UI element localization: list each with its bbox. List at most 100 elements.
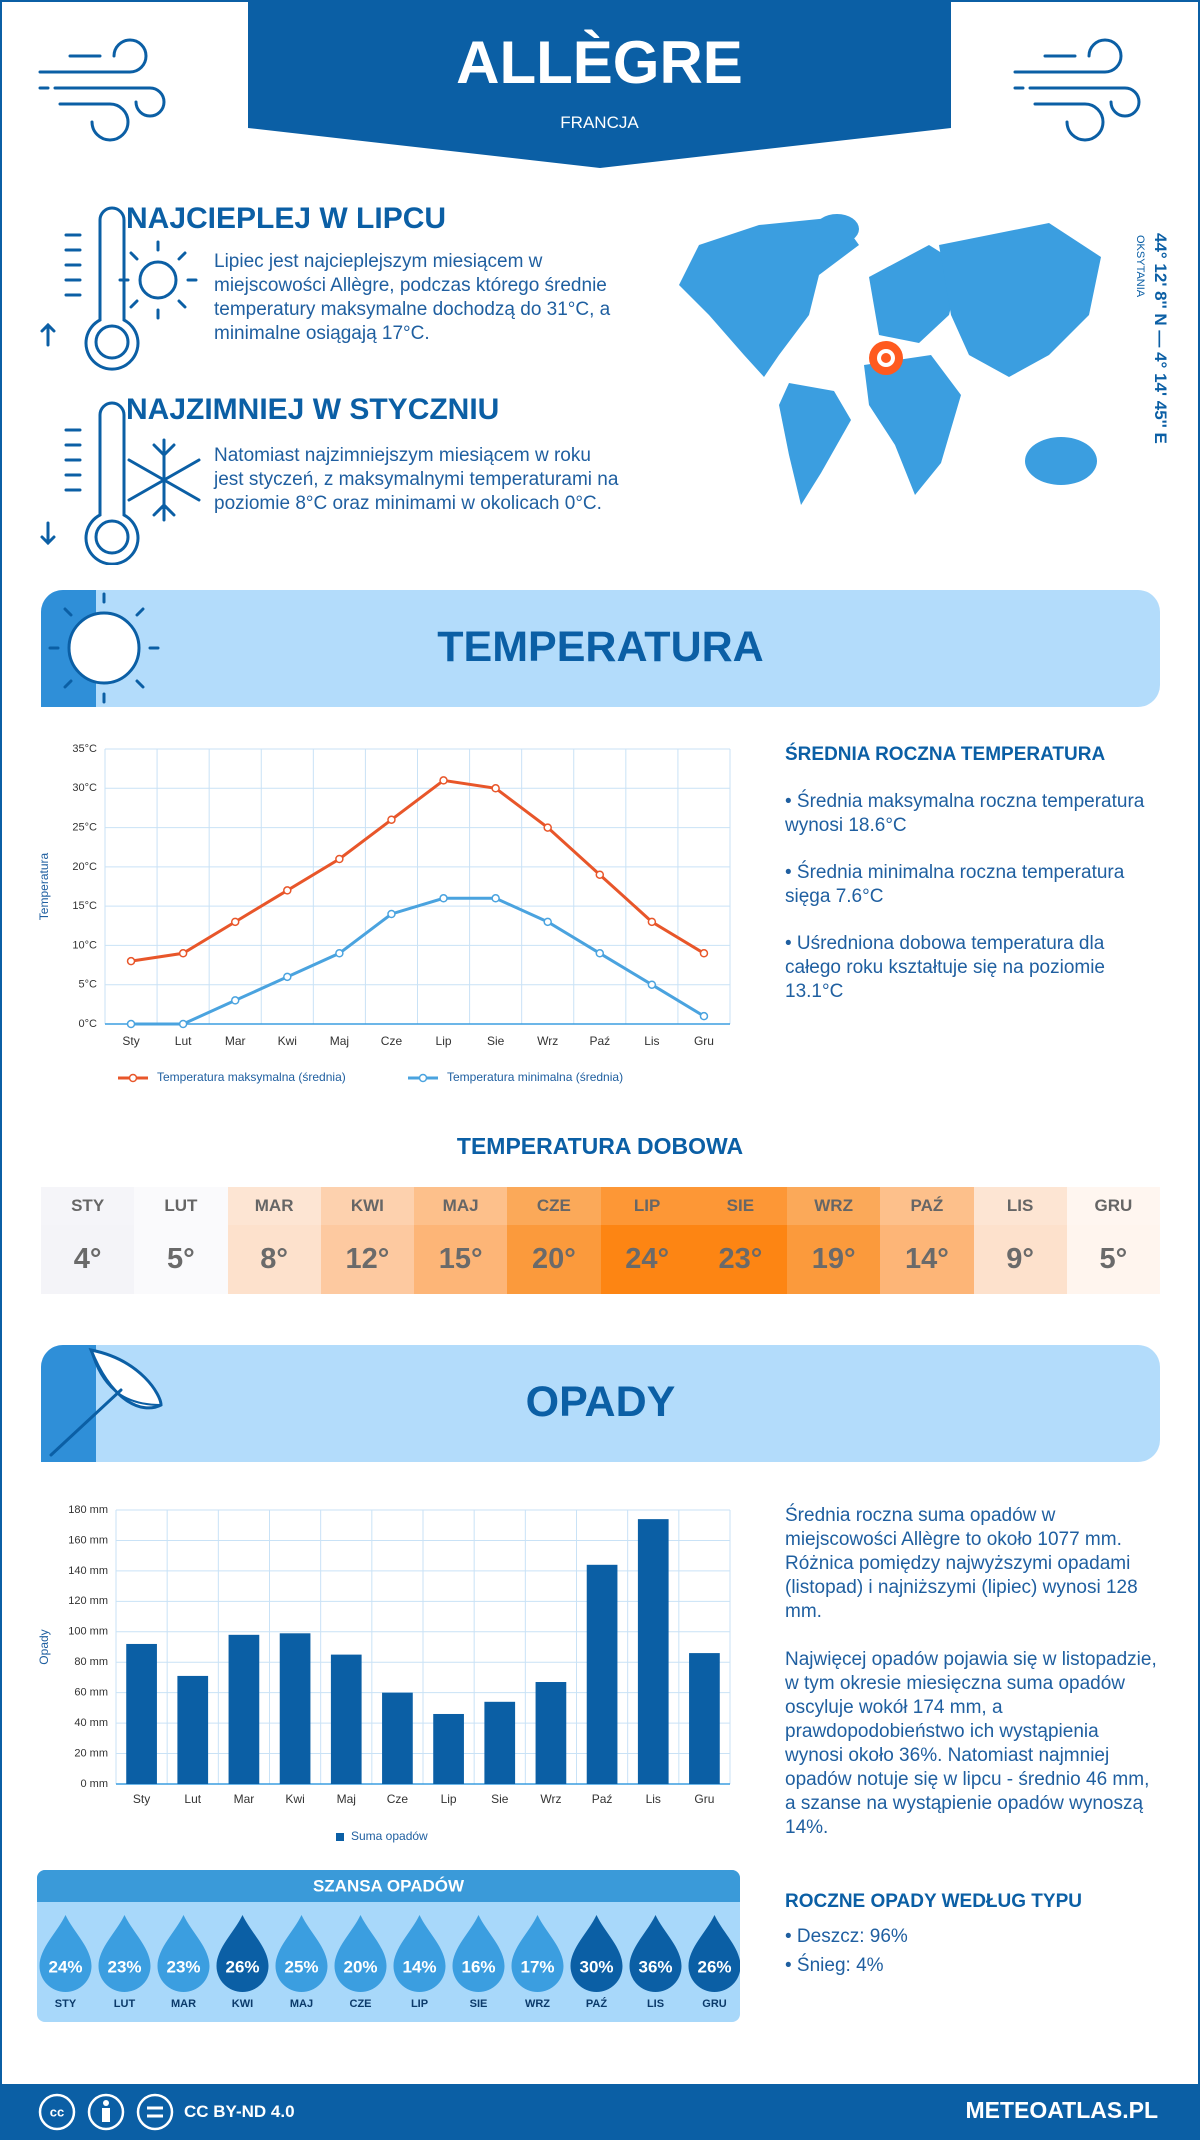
table-value-cell: 15° bbox=[414, 1225, 508, 1294]
country: FRANCJA bbox=[560, 113, 639, 132]
table-header-cell: MAJ bbox=[414, 1187, 508, 1225]
daily-title: TEMPERATURA DOBOWA bbox=[456, 1133, 744, 1159]
y-tick-label: 25°C bbox=[72, 821, 97, 833]
x-tick-label: Gru bbox=[694, 1034, 714, 1048]
x-tick-label: Sie bbox=[491, 1792, 509, 1806]
y-tick-label: 160 mm bbox=[68, 1534, 108, 1546]
chance-month: PAŹ bbox=[586, 1997, 607, 2010]
x-tick-label: Mar bbox=[225, 1034, 246, 1048]
chance-month: WRZ bbox=[525, 1998, 550, 2010]
x-tick-label: Lis bbox=[644, 1034, 659, 1048]
chance-value: 36% bbox=[638, 1957, 672, 1976]
y-tick-label: 40 mm bbox=[74, 1717, 108, 1729]
point bbox=[647, 917, 657, 927]
legend-marker bbox=[128, 1073, 138, 1083]
y-tick-label: 100 mm bbox=[68, 1626, 108, 1638]
raindrop bbox=[98, 1915, 151, 1993]
raindrop bbox=[629, 1915, 682, 1992]
series-line bbox=[130, 778, 705, 963]
bar bbox=[330, 1654, 362, 1784]
bar bbox=[586, 1564, 618, 1784]
y-tick-label: 0 mm bbox=[81, 1778, 109, 1790]
point bbox=[387, 909, 396, 919]
warmest-title: NAJCIEPLEJ W LIPCU bbox=[126, 202, 447, 235]
chance-month: SIE bbox=[470, 1998, 488, 2010]
chance-month: LIP bbox=[411, 1998, 428, 2010]
point bbox=[595, 949, 605, 958]
bar bbox=[279, 1633, 311, 1784]
section-title: TEMPERATURA bbox=[437, 623, 764, 671]
x-tick-label: Cze bbox=[381, 1034, 403, 1048]
y-tick-label: 180 mm bbox=[68, 1504, 108, 1516]
chance-value: 14% bbox=[402, 1957, 436, 1976]
summary-item: • Średnia maksymalna roczna temperatura … bbox=[785, 791, 1145, 836]
x-tick-label: Cze bbox=[387, 1792, 409, 1806]
y-tick-label: 80 mm bbox=[74, 1656, 108, 1668]
point bbox=[126, 956, 136, 966]
chance-month: MAR bbox=[171, 1998, 196, 2010]
point bbox=[699, 949, 709, 958]
bar bbox=[535, 1682, 567, 1784]
legend-swatch bbox=[336, 1833, 344, 1841]
point bbox=[387, 815, 396, 824]
series-line bbox=[131, 896, 705, 1026]
table-value-cell: 23° bbox=[693, 1225, 787, 1294]
summary-item: • Średnia minimalna roczna temperatura s… bbox=[785, 862, 1125, 907]
point bbox=[283, 972, 292, 982]
point bbox=[126, 1019, 136, 1029]
point bbox=[491, 894, 500, 903]
footer bbox=[0, 2084, 1200, 2140]
chance-value: 26% bbox=[697, 1957, 731, 1976]
bar bbox=[433, 1713, 464, 1784]
summary-title: ŚREDNIA ROCZNA TEMPERATURA bbox=[785, 744, 1106, 765]
raindrop bbox=[452, 1915, 505, 1992]
point bbox=[283, 886, 292, 895]
type-title: ROCZNE OPADY WEDŁUG TYPU bbox=[785, 1891, 1082, 1912]
warmest-text: Lipiec jest najcieplejszym miesiącem w m… bbox=[214, 251, 611, 344]
x-tick-label: Sty bbox=[122, 1034, 139, 1048]
bar bbox=[177, 1675, 209, 1784]
x-tick-label: Sty bbox=[133, 1792, 150, 1806]
x-tick-label: Paź bbox=[592, 1792, 613, 1806]
bar bbox=[637, 1519, 669, 1784]
city-title: ALLÈGRE bbox=[456, 29, 743, 96]
point bbox=[335, 949, 344, 958]
legend-label: Temperatura minimalna (średnia) bbox=[447, 1070, 623, 1084]
legend-marker bbox=[418, 1073, 428, 1083]
chance-month: STY bbox=[55, 1998, 77, 2010]
temperature-band: TEMPERATURA bbox=[41, 590, 1160, 707]
x-tick-label: Lip bbox=[436, 1034, 452, 1048]
precipitation-band: OPADY bbox=[41, 1345, 1160, 1462]
x-tick-label: Kwi bbox=[285, 1792, 304, 1806]
x-tick-label: Mar bbox=[234, 1792, 255, 1806]
raindrop bbox=[511, 1915, 564, 1992]
region: OKSYTANIA bbox=[1134, 235, 1146, 298]
table-header-cell: LUT bbox=[134, 1187, 228, 1225]
y-tick-label: 0°C bbox=[79, 1018, 98, 1030]
y-tick-label: 120 mm bbox=[68, 1595, 108, 1607]
bar bbox=[228, 1634, 260, 1784]
table-header-cell: PAŹ bbox=[880, 1187, 974, 1225]
chance-value: 26% bbox=[225, 1957, 259, 1976]
table-value-cell: 19° bbox=[787, 1225, 881, 1294]
point bbox=[178, 949, 188, 958]
y-tick-label: 20°C bbox=[72, 861, 97, 873]
coordinates: 44° 12' 8'' N — 4° 14' 45'' E bbox=[1151, 233, 1170, 444]
x-tick-label: Lut bbox=[175, 1034, 192, 1048]
y-tick-label: 30°C bbox=[72, 782, 97, 794]
table-value-cell: 4° bbox=[41, 1225, 135, 1294]
point bbox=[335, 854, 344, 864]
point bbox=[491, 784, 500, 793]
x-tick-label: Lip bbox=[441, 1792, 457, 1806]
coldest-title: NAJZIMNIEJ W STYCZNIU bbox=[126, 393, 500, 426]
legend-label: Temperatura maksymalna (średnia) bbox=[157, 1070, 346, 1084]
table-header-cell: KWI bbox=[320, 1187, 414, 1225]
x-tick-label: Maj bbox=[337, 1792, 356, 1806]
y-axis-label: Temperatura bbox=[37, 852, 51, 920]
site-name[interactable]: METEOATLAS.PL bbox=[965, 2097, 1158, 2123]
precipitation-chance: SZANSA OPADÓW 24% STY 23% LUT 23% MAR 26% KWI 25… bbox=[37, 1870, 740, 2022]
license: CC BY-ND 4.0 bbox=[184, 2102, 295, 2121]
table-value-cell: 9° bbox=[973, 1225, 1067, 1294]
raindrop bbox=[157, 1915, 210, 1992]
x-tick-label: Gru bbox=[694, 1792, 714, 1806]
